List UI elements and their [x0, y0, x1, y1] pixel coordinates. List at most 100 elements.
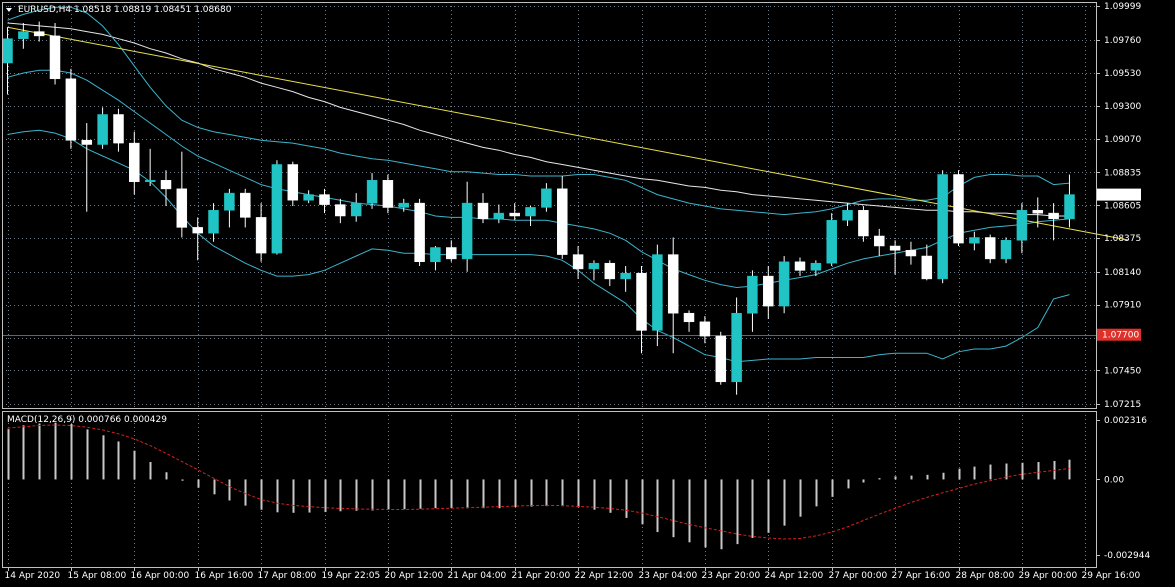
y-tick-label: 1.07450 — [1104, 366, 1141, 376]
x-tick-label: 17 Apr 08:00 — [258, 571, 317, 581]
candle-bearish — [763, 275, 774, 307]
y-tick-label: 1.09300 — [1104, 102, 1141, 112]
y-tick-label: 1.08605 — [1104, 201, 1141, 211]
candle-bullish — [493, 212, 505, 220]
candle-bearish — [572, 254, 584, 270]
x-tick-label: 23 Apr 04:00 — [639, 571, 698, 581]
x-tick-label: 23 Apr 20:00 — [702, 571, 761, 581]
y-tick-label: 1.07215 — [1104, 400, 1141, 410]
level-price-tag: 1.07700 — [1102, 331, 1139, 341]
symbol-dropdown-icon[interactable] — [6, 8, 12, 12]
current-price-tag: 1.08680 — [1102, 191, 1139, 201]
candle-bearish — [683, 312, 695, 323]
candle-bearish — [636, 272, 647, 331]
candle-bullish — [541, 188, 552, 208]
candle-bearish — [905, 250, 917, 257]
y-tick-label: 1.09760 — [1104, 36, 1141, 46]
candle-bullish — [144, 180, 156, 182]
candle-bullish — [747, 275, 758, 314]
macd-chart-frame — [2, 411, 1097, 568]
candle-bullish — [303, 194, 314, 201]
x-tick-label: 29 Apr 16:00 — [1082, 571, 1141, 581]
x-tick-label: 21 Apr 04:00 — [448, 571, 507, 581]
candle-bullish — [271, 164, 283, 254]
candle-bearish — [1032, 210, 1044, 214]
candle-bearish — [446, 247, 457, 260]
macd-info-text: MACD(12,26,9) 0.000766 0.000429 — [7, 415, 167, 425]
candle-bearish — [414, 202, 425, 262]
candle-bearish — [319, 194, 330, 205]
y-tick-label: 1.07910 — [1104, 301, 1141, 311]
x-tick-label: 27 Apr 16:00 — [892, 571, 951, 581]
y-tick-label: 1.09530 — [1104, 69, 1141, 79]
candle-bearish — [699, 321, 711, 337]
level-price-tag-bg — [1097, 328, 1141, 341]
candle-bullish — [937, 174, 948, 280]
x-tick-label: 21 Apr 20:00 — [512, 571, 571, 581]
bollinger-upper-band — [7, 6, 1070, 216]
y-tick-label: 1.08140 — [1104, 268, 1141, 278]
x-tick-label: 22 Apr 12:00 — [575, 571, 634, 581]
moving-average-long — [7, 22, 1070, 217]
candle-bearish — [557, 188, 568, 255]
candle-bearish — [192, 227, 203, 234]
candle-bearish — [49, 35, 61, 80]
candle-bullish — [224, 192, 235, 211]
candle-bullish — [1016, 210, 1028, 241]
y-tick-label: 1.08835 — [1104, 168, 1141, 178]
candles-layer — [2, 21, 1075, 395]
candle-bearish — [287, 164, 299, 201]
candle-bullish — [366, 180, 378, 204]
candle-bearish — [984, 237, 996, 260]
candle-bullish — [652, 254, 663, 331]
candle-bearish — [255, 217, 267, 254]
candle-bullish — [461, 202, 473, 260]
y-tick-label: 1.08375 — [1104, 234, 1141, 244]
candle-bearish — [509, 212, 520, 217]
candle-bullish — [969, 237, 980, 244]
candle-bullish — [525, 207, 536, 217]
candle-bearish — [240, 192, 251, 218]
candle-bearish — [81, 139, 93, 145]
x-tick-label: 28 Apr 08:00 — [956, 571, 1015, 581]
symbol-info-text: EURUSD,H4 1.08518 1.08819 1.08451 1.0868… — [18, 5, 232, 15]
candle-bearish — [335, 204, 346, 217]
x-tick-label: 14 Apr 2020 — [5, 571, 61, 581]
x-tick-label: 16 Apr 00:00 — [131, 571, 190, 581]
candle-bearish — [477, 202, 489, 220]
candle-bullish — [1000, 240, 1012, 260]
x-tick-label: 20 Apr 12:00 — [385, 571, 444, 581]
candle-bullish — [350, 202, 362, 217]
candle-bullish — [1064, 194, 1075, 220]
symbol-header: EURUSD,H4 1.08518 1.08819 1.08451 1.0868… — [6, 5, 232, 15]
candle-bearish — [129, 142, 140, 182]
candle-bearish — [667, 254, 679, 314]
candle-bullish — [430, 247, 441, 263]
y-tick-label: 1.09999 — [1104, 2, 1141, 12]
candle-bullish — [208, 210, 219, 234]
candle-bullish — [826, 220, 837, 264]
candle-bullish — [398, 202, 410, 208]
candle-bullish — [588, 262, 600, 270]
candle-bearish — [33, 31, 45, 37]
candle-bearish — [1048, 212, 1059, 220]
x-tick-label: 15 Apr 08:00 — [68, 571, 127, 581]
candle-bearish — [921, 255, 933, 280]
candle-bearish — [858, 210, 869, 237]
candle-bullish — [731, 312, 742, 383]
candle-bearish — [160, 180, 172, 190]
candle-bearish — [715, 335, 727, 383]
current-price-tag-bg — [1097, 188, 1141, 201]
axes-layer: 1.09999 1.09760 1.09530 1.09300 1.09070 1.088… — [5, 2, 1151, 581]
x-tick-label: 19 Apr 22:05 — [322, 571, 381, 581]
bollinger-middle-band — [7, 69, 1070, 289]
macd-y-tick-label: 0.002316 — [1104, 416, 1147, 426]
candle-bullish — [18, 31, 29, 39]
candle-bullish — [810, 262, 822, 271]
macd-y-tick-label: -0.002944 — [1104, 551, 1150, 561]
x-tick-label: 27 Apr 00:00 — [829, 571, 888, 581]
candle-bearish — [113, 114, 124, 144]
